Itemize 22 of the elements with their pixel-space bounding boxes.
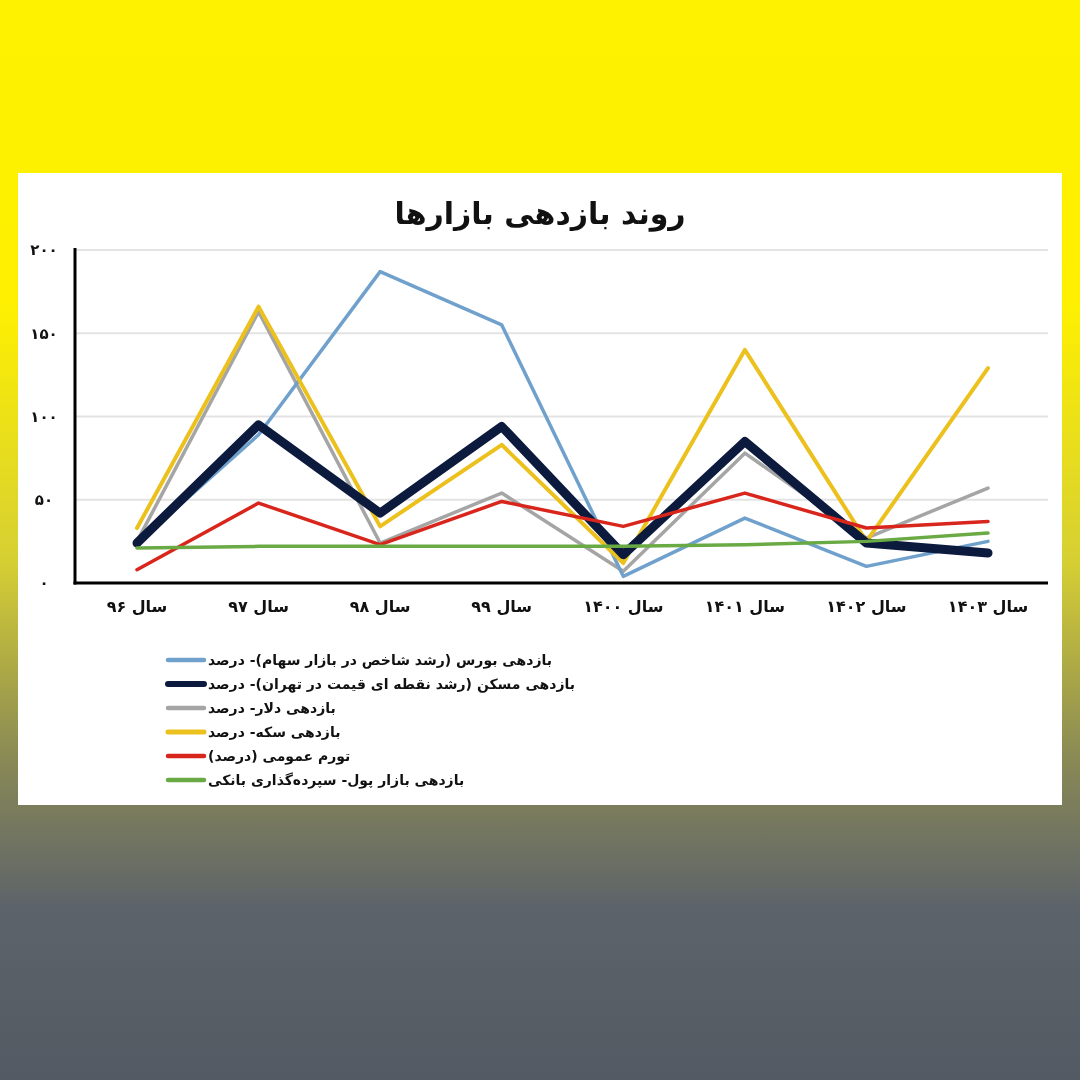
x-tick-label: سال ۹۶ [106, 597, 168, 616]
legend-label: بازدهی بازار پول- سپرده‌گذاری بانکی [208, 771, 465, 789]
x-tick-label: سال ۹۹ [471, 597, 533, 616]
x-tick-label: سال ۱۴۰۳ [947, 597, 1029, 616]
legend-label: تورم عمومی (درصد) [208, 747, 351, 765]
line-series [135, 491, 990, 572]
legend-label: بازدهی سکه- درصد [208, 723, 341, 740]
chart-title: روند بازدهی بازارها [394, 196, 686, 232]
x-tick-label: سال ۱۴۰۲ [826, 597, 907, 616]
legend-label: بازدهی بورس (رشد شاخص در بازار سهام)- درصد [208, 651, 552, 669]
y-tick-label: ۱۰۰ [30, 407, 58, 426]
x-tick-label: سال ۹۸ [349, 597, 411, 616]
x-tick-label: سال ۱۴۰۰ [583, 597, 664, 616]
line-series [135, 531, 990, 550]
x-tick-label: سال ۹۷ [228, 597, 289, 616]
x-tick-label: سال ۱۴۰۱ [704, 597, 785, 616]
y-tick-label: ۱۵۰ [30, 324, 58, 343]
y-tick-label: ۲۰۰ [30, 241, 58, 260]
y-tick-label: ۵۰ [34, 491, 54, 509]
legend-label: بازدهی مسکن (رشد نقطه ای قیمت در تهران)- درصد [208, 675, 576, 693]
y-tick-label: ۰ [39, 574, 49, 593]
legend-label: بازدهی دلار- درصد [208, 699, 336, 716]
